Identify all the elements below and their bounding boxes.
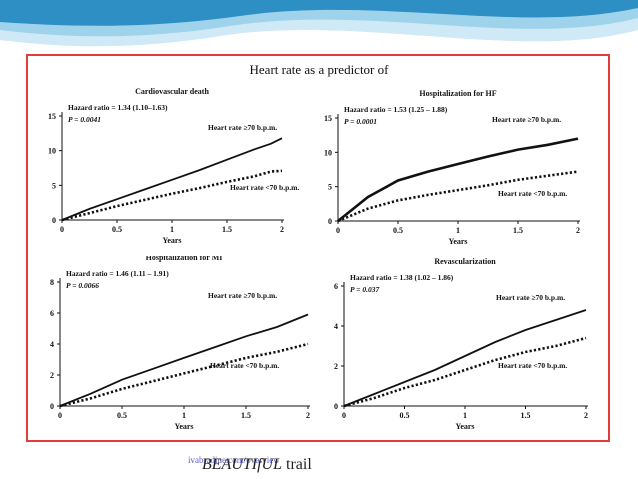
x-tick-label: 1.5 [222, 225, 232, 234]
x-tick-label: 0.5 [117, 411, 127, 420]
x-tick-label: 2 [280, 225, 284, 234]
x-tick-label: 1 [456, 226, 460, 235]
series-line-low-heart-rate [343, 336, 587, 408]
y-tick-label: 10 [324, 148, 332, 157]
y-tick-label: 4 [50, 340, 54, 349]
y-tick-label: 0 [334, 402, 338, 411]
y-tick-label: 4 [334, 322, 338, 331]
y-tick-label: 5 [328, 183, 332, 192]
legend-label-high-heart-rate: Heart rate ≥70 b.p.m. [208, 123, 277, 132]
y-tick-label: 8 [50, 278, 54, 287]
footer-brand-italic: BEAUTIfUL [202, 456, 282, 473]
p-value-label: P = 0.0066 [66, 281, 99, 290]
y-tick-label: 6 [334, 282, 338, 291]
p-value-label: P = 0.0001 [344, 117, 377, 126]
x-tick-label: 0 [342, 411, 346, 420]
series-line-high-heart-rate [343, 309, 587, 407]
legend-label-low-heart-rate: Heart rate <70 b.p.m. [210, 361, 279, 370]
hazard-ratio-label: Hazard ratio = 1.53 (1.25 – 1.88) [344, 105, 448, 114]
footer-brand: BEAUTIfUL trail [202, 456, 312, 474]
y-tick-label: 10 [48, 147, 56, 156]
chart-title: Hospitalization for HF [419, 89, 496, 98]
series-line-high-heart-rate [61, 137, 283, 221]
page-title: Heart rate as a predictor of [249, 62, 389, 77]
figure-frame [26, 54, 610, 442]
chart-hospitalization-hf: Hospitalization for HF 0 5 10 15 0 0.5 1 1.5 2 Yea… [324, 89, 580, 246]
y-tick-label: 0 [328, 217, 332, 226]
x-tick-label: 2 [576, 226, 580, 235]
x-tick-label: 1 [182, 411, 186, 420]
series-line-low-heart-rate [61, 169, 283, 222]
chart-hospitalization-mi: Hospitalization for MI 0 2 4 6 8 0 0.5 1 1.5 2 Year… [50, 256, 310, 431]
x-tick-label: 2 [584, 411, 588, 420]
x-tick-label: 1.5 [513, 226, 523, 235]
y-tick-label: 15 [48, 112, 56, 121]
x-axis-label: Years [448, 237, 467, 246]
legend-label-low-heart-rate: Heart rate <70 b.p.m. [230, 183, 299, 192]
x-tick-label: 1.5 [521, 411, 531, 420]
legend-label-high-heart-rate: Heart rate ≥70 b.p.m. [492, 115, 561, 124]
x-tick-label: 1.5 [241, 411, 251, 420]
x-tick-label: 0.5 [400, 411, 410, 420]
series-line-low-heart-rate [337, 170, 579, 223]
x-tick-label: 2 [306, 411, 310, 420]
hazard-ratio-label: Hazard ratio = 1.34 (1.10–1.63) [68, 103, 168, 112]
hazard-ratio-label: Hazard ratio = 1.38 (1.02 – 1.86) [350, 273, 454, 282]
series-line-low-heart-rate [59, 342, 309, 408]
footer-brand-rest: trail [282, 456, 312, 473]
legend-label-high-heart-rate: Heart rate ≥70 b.p.m. [496, 293, 565, 302]
x-tick-label: 0 [58, 411, 62, 420]
y-tick-label: 0 [50, 402, 54, 411]
x-axis-label: Years [174, 422, 193, 431]
wave-dark-band [0, 0, 638, 26]
footer-watermark: ivabradine.com/overview [188, 455, 280, 465]
y-tick-label: 6 [50, 309, 54, 318]
x-tick-label: 0 [60, 225, 64, 234]
x-tick-label: 0 [336, 226, 340, 235]
x-axis-label: Years [162, 236, 181, 245]
chart-title: Hospitalization for MI [146, 256, 223, 262]
x-tick-label: 0.5 [393, 226, 403, 235]
hazard-ratio-label: Hazard ratio = 1.46 (1.11 – 1.91) [66, 269, 169, 278]
footer: ivabradine.com/overview BEAUTIfUL trail [188, 452, 388, 476]
legend-label-high-heart-rate: Heart rate ≥70 b.p.m. [208, 291, 277, 300]
x-tick-label: 1 [463, 411, 467, 420]
legend-label-low-heart-rate: Heart rate <70 b.p.m. [498, 189, 567, 198]
p-value-label: P = 0.037 [350, 285, 379, 294]
p-value-label: P = 0.0041 [68, 115, 101, 124]
y-tick-label: 2 [334, 362, 338, 371]
series-line-high-heart-rate [59, 313, 309, 407]
chart-cardiovascular-death: Cardiovascular death 0 5 10 15 0 0.5 1 1.5 2 Years… [48, 87, 299, 245]
y-tick-label: 2 [50, 371, 54, 380]
y-tick-label: 5 [52, 181, 56, 190]
x-tick-label: 0.5 [112, 225, 122, 234]
chart-title: Cardiovascular death [135, 87, 209, 96]
chart-revascularization: Revascularization 0 2 4 6 0 0.5 1 1.5 2 Years Hazar… [334, 257, 588, 431]
legend-label-low-heart-rate: Heart rate <70 b.p.m. [498, 361, 567, 370]
x-tick-label: 1 [170, 225, 174, 234]
y-tick-label: 15 [324, 114, 332, 123]
chart-title: Revascularization [434, 257, 496, 266]
y-tick-label: 0 [52, 216, 56, 225]
series-line-high-heart-rate [337, 137, 579, 223]
x-axis-label: Years [455, 422, 474, 431]
